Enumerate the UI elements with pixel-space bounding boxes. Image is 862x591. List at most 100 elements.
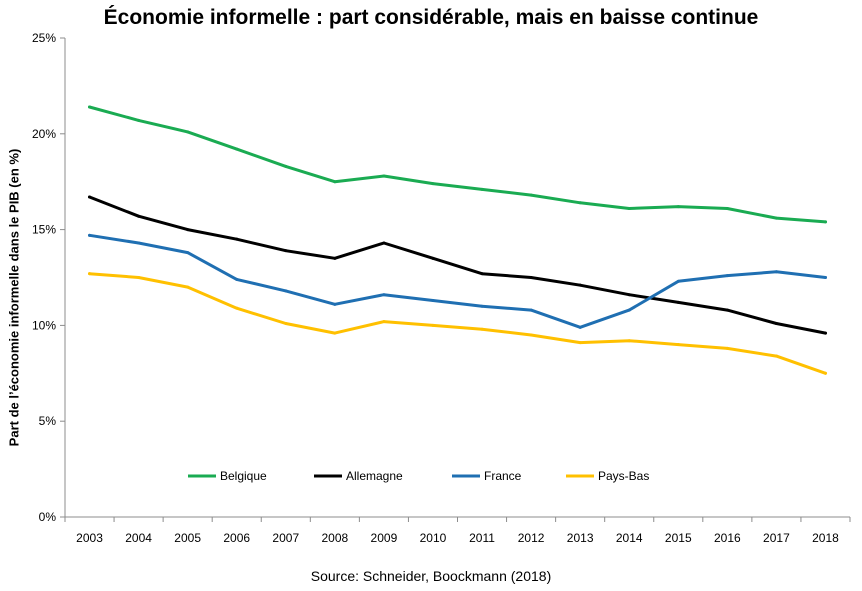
data-point-belgique: [137, 118, 141, 122]
data-point-pays-bas: [333, 331, 337, 335]
y-tick-label: 5%: [39, 414, 57, 428]
y-tick-label: 20%: [32, 127, 56, 141]
data-point-allemagne: [382, 241, 386, 245]
data-point-belgique: [235, 147, 239, 151]
data-point-belgique: [725, 207, 729, 211]
data-point-france: [823, 276, 827, 279]
legend-label-belgique: Belgique: [220, 469, 267, 483]
x-tick-label: 2014: [616, 531, 643, 545]
data-point-allemagne: [480, 272, 484, 276]
data-point-belgique: [823, 220, 827, 224]
data-point-allemagne: [333, 256, 337, 260]
data-point-allemagne: [578, 283, 582, 287]
data-point-pays-bas: [186, 285, 190, 289]
x-tick-label: 2010: [420, 531, 447, 545]
data-point-belgique: [627, 207, 631, 211]
y-tick-label: 25%: [32, 31, 56, 45]
y-tick-label: 15%: [32, 223, 56, 237]
data-point-belgique: [186, 130, 190, 134]
data-point-france: [676, 279, 680, 283]
x-tick-label: 2009: [371, 531, 398, 545]
x-tick-label: 2016: [714, 531, 741, 545]
x-tick-label: 2015: [665, 531, 692, 545]
x-tick-label: 2013: [567, 531, 594, 545]
data-point-belgique: [676, 205, 680, 209]
series-line-france: [88, 233, 827, 329]
data-point-belgique: [431, 182, 435, 186]
data-point-pays-bas: [725, 346, 729, 350]
series-line-allemagne: [88, 195, 827, 335]
data-point-france: [137, 241, 141, 245]
x-tick-label: 2004: [125, 531, 152, 545]
legend: Belgique Allemagne France Pays-Bas: [188, 469, 649, 483]
x-tick-label: 2008: [321, 531, 348, 545]
data-point-france: [725, 274, 729, 278]
x-tick-label: 2018: [812, 531, 839, 545]
data-point-france: [186, 251, 190, 255]
data-point-pays-bas: [382, 320, 386, 324]
legend-label-france: France: [484, 469, 522, 483]
y-tick-label: 0%: [39, 510, 57, 524]
data-point-belgique: [774, 216, 778, 220]
data-point-pays-bas: [137, 276, 141, 279]
data-point-allemagne: [627, 293, 631, 297]
data-point-allemagne: [774, 321, 778, 325]
data-point-allemagne: [823, 331, 827, 335]
x-tick-label: 2003: [76, 531, 103, 545]
x-tick-label: 2012: [518, 531, 545, 545]
data-point-allemagne: [137, 214, 141, 218]
data-point-allemagne: [88, 195, 92, 199]
data-point-france: [529, 308, 533, 312]
data-point-allemagne: [186, 228, 190, 232]
x-tick-label: 2005: [174, 531, 201, 545]
chart-axes: 0% 5% 10% 15% 20% 25% 2003 2004 2005 2006 2007 2008…: [32, 31, 851, 545]
data-point-allemagne: [235, 237, 239, 241]
series-layer: [88, 105, 827, 375]
data-point-pays-bas: [88, 272, 92, 276]
data-point-pays-bas: [823, 371, 827, 375]
data-point-allemagne: [676, 300, 680, 304]
data-point-france: [480, 304, 484, 308]
data-point-pays-bas: [529, 333, 533, 337]
y-axis-label: Part de l’économie informelle dans le PI…: [6, 148, 22, 447]
data-point-france: [235, 277, 239, 281]
source-note: Source: Schneider, Boockmann (2018): [310, 568, 552, 584]
data-point-france: [284, 289, 288, 293]
data-point-france: [627, 308, 631, 312]
x-tick-label: 2011: [469, 531, 495, 545]
data-point-pays-bas: [676, 343, 680, 347]
data-point-france: [88, 233, 92, 237]
data-point-allemagne: [431, 256, 435, 260]
data-point-pays-bas: [627, 339, 631, 343]
data-point-allemagne: [284, 249, 288, 253]
data-point-france: [774, 270, 778, 274]
data-point-belgique: [88, 105, 92, 109]
data-point-france: [382, 293, 386, 297]
data-point-france: [431, 298, 435, 302]
legend-label-pays-bas: Pays-Bas: [598, 469, 649, 483]
data-point-belgique: [480, 187, 484, 191]
data-point-france: [578, 325, 582, 329]
x-tick-label: 2006: [223, 531, 250, 545]
data-point-pays-bas: [235, 306, 239, 310]
data-point-pays-bas: [578, 341, 582, 345]
data-point-allemagne: [725, 308, 729, 312]
data-point-belgique: [382, 174, 386, 178]
data-point-pays-bas: [431, 323, 435, 327]
x-tick-label: 2007: [272, 531, 299, 545]
series-line-belgique: [88, 105, 827, 224]
y-tick-label: 10%: [32, 318, 56, 332]
data-point-france: [333, 302, 337, 306]
data-point-belgique: [284, 164, 288, 168]
data-point-belgique: [578, 201, 582, 205]
chart-title: Économie informelle : part considérable,…: [103, 6, 759, 29]
legend-label-allemagne: Allemagne: [346, 469, 403, 483]
series-line-pays-bas: [88, 272, 827, 375]
x-tick-label: 2017: [763, 531, 790, 545]
data-point-pays-bas: [480, 327, 484, 331]
data-point-pays-bas: [284, 321, 288, 325]
data-point-allemagne: [529, 276, 533, 279]
data-point-belgique: [529, 193, 533, 197]
data-point-pays-bas: [774, 354, 778, 358]
